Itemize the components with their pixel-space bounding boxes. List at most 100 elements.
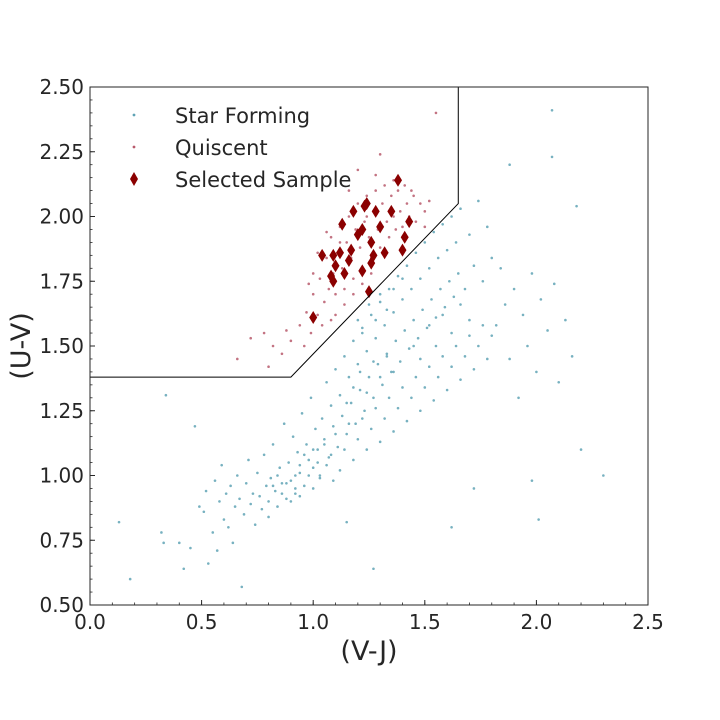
star-forming-point [160,531,163,534]
star-forming-point [311,466,315,470]
quiescent-point [414,220,418,223]
star-forming-point [329,453,333,457]
star-forming-point [361,331,364,335]
star-forming-point [334,368,337,371]
star-forming-point [289,500,293,503]
selected-sample-point [344,254,353,268]
quiescent-point [343,287,346,291]
star-forming-point [401,277,404,280]
star-forming-point [298,494,302,498]
star-forming-point [343,355,346,358]
star-forming-point [236,474,239,477]
star-forming-point [244,481,248,485]
selected-sample-point [329,274,338,288]
star-forming-point [240,585,244,589]
star-forming-point [347,422,351,426]
star-forming-point [412,344,415,348]
quiescent-point [354,228,357,231]
quiescent-point [280,352,284,356]
selected-sample-point [340,266,349,280]
y-tick-label: 2.50 [39,75,84,99]
quiescent-point [334,313,337,317]
star-forming-point [517,396,520,400]
star-forming-point [358,370,362,374]
x-axis-label: (V-J) [340,636,397,667]
star-forming-point [539,298,543,301]
star-forming-point [550,109,554,112]
selected-sample-point [369,248,378,262]
star-forming-point [490,256,494,260]
star-forming-point [336,445,340,449]
star-forming-point [265,484,268,488]
quiescent-point [338,241,342,244]
star-forming-point [211,531,215,534]
star-forming-point [374,318,377,322]
star-forming-point [378,375,382,379]
star-forming-point [289,479,293,482]
selected-sample-point [358,264,367,278]
legend-label: Selected Sample [175,168,351,192]
star-forming-point [367,303,371,306]
star-forming-point [298,463,302,467]
star-forming-point [218,500,221,503]
star-forming-point [271,484,275,488]
star-forming-point [316,448,319,451]
star-forming-point [280,492,284,495]
star-forming-point [193,424,197,428]
series-0 [117,109,605,589]
quiescent-point [365,194,369,198]
star-forming-point [546,329,549,332]
quiescent-point [329,318,333,322]
star-forming-point [427,323,431,327]
star-forming-point [430,298,433,301]
star-forming-point [182,567,186,571]
star-forming-point [347,375,351,379]
star-forming-point [349,401,353,405]
star-forming-point [253,523,257,527]
star-forming-point [472,368,476,371]
selected-sample-point [387,204,396,218]
star-forming-point [325,380,328,384]
selected-sample-point [400,230,409,244]
star-forming-point [450,365,453,369]
quiescent-point [392,178,395,182]
quiescent-point [309,331,313,335]
star-forming-point [535,370,538,374]
star-forming-point [294,474,297,477]
star-forming-point [383,417,386,420]
quiescent-point [311,272,315,275]
star-forming-point [164,393,168,397]
star-forming-point [231,541,235,545]
star-forming-point [352,339,355,343]
star-forming-point [222,518,226,521]
star-forming-point [345,520,348,524]
star-forming-point [309,396,313,400]
quiescent-point [361,282,364,286]
star-forming-point [434,316,438,319]
star-forming-point [499,267,502,270]
star-forming-point [521,313,525,317]
star-forming-point [365,391,369,394]
star-forming-point [381,383,384,387]
quiescent-point [271,344,275,348]
quiescent-point [262,331,266,335]
star-forming-point [276,474,279,477]
x-tick-label: 1.5 [409,610,441,634]
star-forming-point [269,476,273,480]
star-forming-point [242,513,246,516]
star-forming-point [385,308,389,312]
quiescent-point [352,292,355,296]
star-forming-point [267,515,270,519]
star-forming-point [298,471,302,475]
star-forming-point [177,541,181,545]
x-tick-label: 2.5 [632,610,664,634]
star-forming-point [537,518,540,521]
star-forming-point [564,318,567,322]
star-forming-point [452,295,456,299]
star-forming-point [318,476,322,480]
star-forming-point [331,479,335,482]
star-forming-point [419,409,422,413]
star-forming-point [345,401,348,405]
star-forming-point [503,303,507,306]
